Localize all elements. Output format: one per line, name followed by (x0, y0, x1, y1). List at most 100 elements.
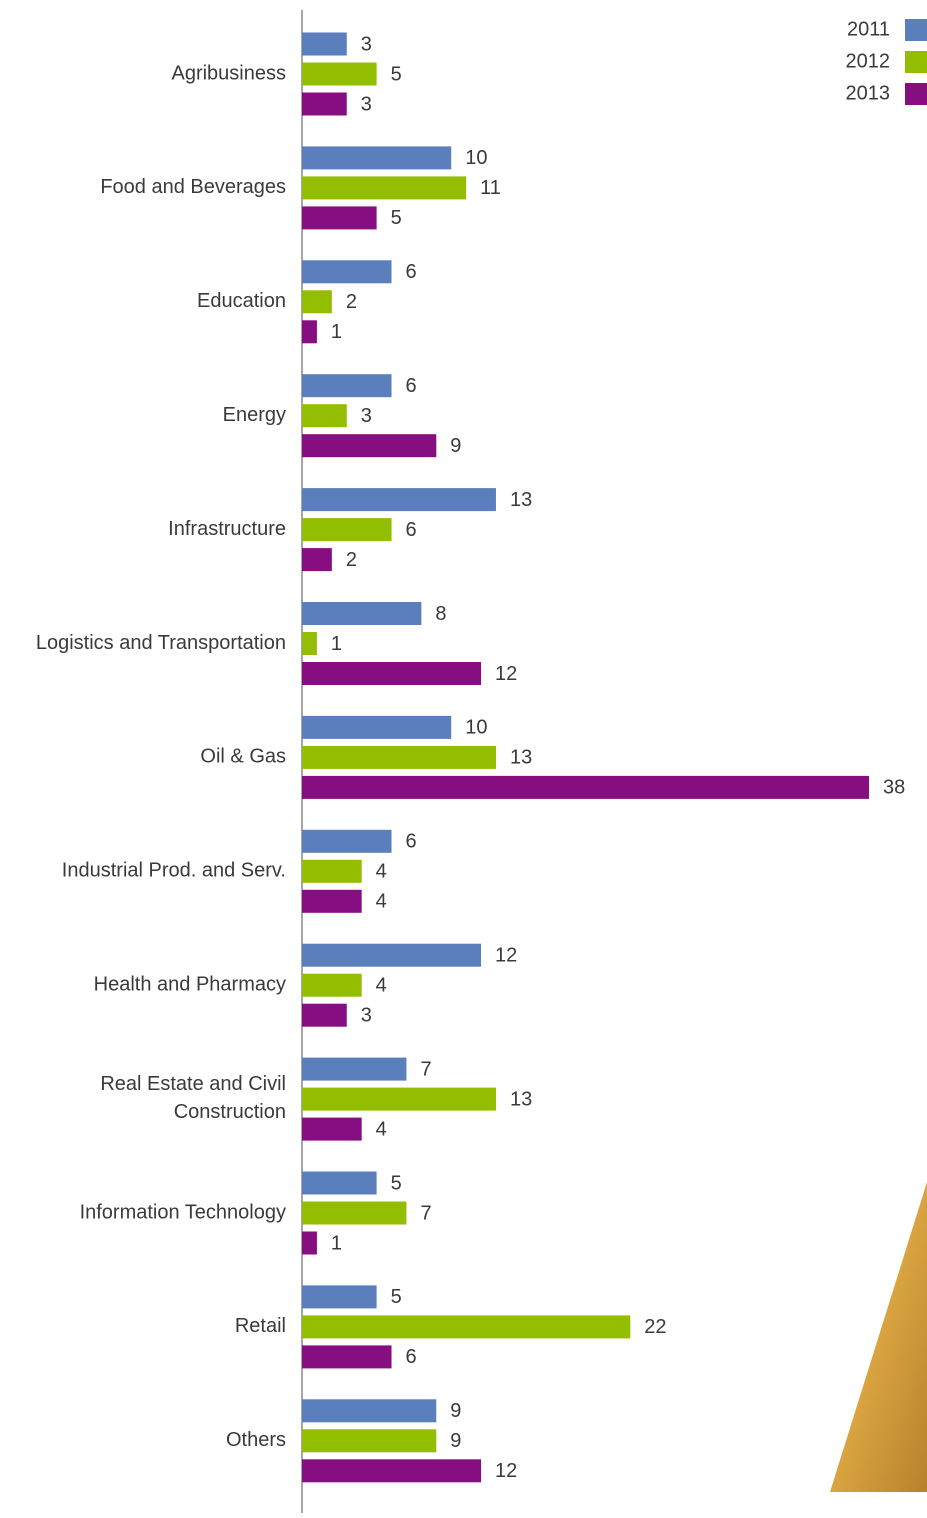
y-tick-label: Infrastructure (168, 518, 286, 540)
bar (302, 320, 317, 344)
value-label: 4 (376, 861, 387, 883)
value-label: 38 (883, 777, 905, 799)
value-label: 13 (510, 489, 532, 511)
value-label: 4 (376, 891, 387, 913)
value-label: 2 (346, 549, 357, 571)
value-label: 3 (361, 405, 372, 427)
bar (302, 1231, 317, 1255)
value-label: 7 (420, 1202, 431, 1224)
bar (302, 1345, 392, 1369)
bar (302, 1171, 377, 1195)
bar (302, 1087, 496, 1111)
value-label: 9 (450, 1400, 461, 1422)
bar (302, 859, 362, 883)
legend-swatch (905, 51, 927, 73)
bar (302, 943, 482, 967)
value-label: 12 (495, 1460, 517, 1482)
bar (302, 32, 347, 56)
bar (302, 1201, 407, 1225)
value-label: 6 (406, 261, 417, 283)
y-tick-label-line: Real Estate and Civil (100, 1073, 286, 1095)
value-label: 11 (480, 177, 501, 199)
y-tick-label: Logistics and Transportation (36, 632, 286, 654)
value-label: 10 (465, 147, 487, 169)
decoration (830, 1182, 927, 1492)
bar (302, 889, 362, 913)
bar (302, 548, 332, 572)
bar (302, 829, 392, 853)
value-label: 3 (361, 1004, 372, 1026)
y-tick-label: Health and Pharmacy (94, 973, 286, 995)
y-tick-label: Oil & Gas (200, 746, 286, 768)
y-tick-label: Retail (235, 1315, 286, 1337)
bar (302, 1315, 631, 1339)
legend-swatch (905, 83, 927, 105)
value-label: 1 (331, 633, 342, 655)
value-label: 9 (450, 435, 461, 457)
value-label: 7 (420, 1058, 431, 1080)
y-tick-label: Food and Beverages (100, 176, 286, 198)
value-label: 5 (391, 1286, 402, 1308)
y-tick-label: Real Estate and Civil Construction (100, 1073, 286, 1123)
value-label: 4 (376, 1118, 387, 1140)
bar (302, 1285, 377, 1309)
value-label: 12 (495, 663, 517, 685)
bar (302, 260, 392, 284)
y-tick-label: Energy (223, 404, 286, 426)
bar (302, 518, 392, 542)
bar (302, 1003, 347, 1027)
value-label: 5 (391, 1172, 402, 1194)
value-label: 13 (510, 747, 532, 769)
value-label: 12 (495, 944, 517, 966)
y-tick-label: Industrial Prod. and Serv. (62, 860, 286, 882)
bar (302, 488, 496, 512)
bar (302, 973, 362, 997)
value-label: 22 (644, 1316, 666, 1338)
bar (302, 775, 869, 799)
y-tick-label: Education (197, 290, 286, 312)
bar (302, 146, 452, 170)
value-label: 6 (406, 375, 417, 397)
bar (302, 745, 496, 769)
value-label: 6 (406, 519, 417, 541)
bar (302, 176, 467, 200)
value-label: 10 (465, 717, 487, 739)
value-label: 1 (331, 321, 342, 343)
bar (302, 632, 317, 655)
bar (302, 662, 482, 685)
value-label: 13 (510, 1088, 532, 1110)
bar (302, 1057, 407, 1081)
bar (302, 374, 392, 398)
legend-label: 2012 (846, 50, 891, 72)
legend-swatch (905, 19, 927, 41)
bar (302, 715, 452, 739)
bar (302, 1459, 482, 1483)
legend-label: 2013 (846, 82, 891, 104)
bar (302, 92, 347, 116)
value-label: 4 (376, 974, 387, 996)
value-label: 1 (331, 1232, 342, 1254)
value-label: 9 (450, 1430, 461, 1452)
legend-label: 2011 (847, 18, 890, 40)
value-label: 3 (361, 93, 372, 115)
value-label: 8 (435, 603, 446, 625)
value-label: 5 (391, 207, 402, 229)
y-tick-label-line: Construction (174, 1101, 286, 1123)
bar (302, 1429, 437, 1453)
value-label: 6 (406, 831, 417, 853)
y-tick-label: Others (226, 1429, 286, 1451)
bar (302, 1117, 362, 1141)
bar (302, 62, 377, 86)
bar (302, 1399, 437, 1423)
bar (302, 404, 347, 428)
value-label: 5 (391, 63, 402, 85)
bar (302, 290, 332, 314)
bar (302, 206, 377, 230)
y-tick-label: Agribusiness (171, 62, 286, 84)
bar (302, 602, 422, 625)
value-label: 3 (361, 33, 372, 55)
y-tick-label: Information Technology (80, 1201, 286, 1223)
value-label: 2 (346, 291, 357, 313)
value-label: 6 (406, 1346, 417, 1368)
